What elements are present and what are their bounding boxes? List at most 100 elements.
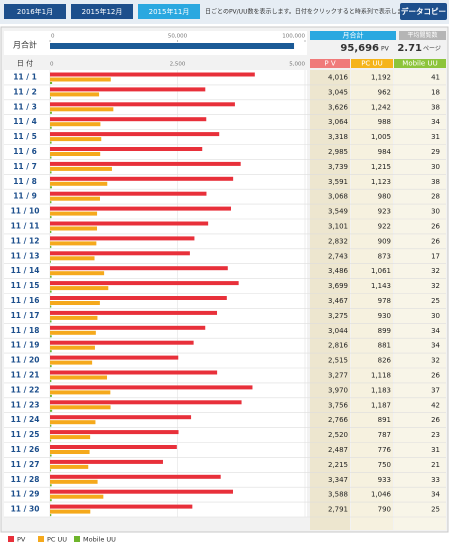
bar [50,499,52,502]
avg-header-bg [399,31,446,40]
date-label[interactable]: 11 / 24 [11,415,40,424]
date-label[interactable]: 11 / 23 [11,400,40,409]
bar [50,156,52,159]
bar [50,424,52,427]
x-tick-label: 5,000 [289,62,305,68]
cell-value: 3,064 [328,118,349,126]
cell-value: 30 [431,163,440,171]
date-label[interactable]: 11 / 26 [11,445,40,454]
date-label[interactable]: 11 / 5 [13,132,37,141]
month-label: 月合計 [13,40,37,50]
bar [50,504,193,509]
avg-value: 2.71 [397,43,422,54]
bar [50,345,95,350]
cell-value: 3,739 [328,163,348,171]
bar [50,400,242,405]
bar [50,231,52,233]
bar [50,360,93,365]
cell-value: 2,520 [328,431,348,439]
date-label[interactable]: 11 / 6 [13,147,37,156]
bar [50,469,52,472]
tab[interactable] [71,4,133,19]
date-label[interactable]: 11 / 18 [11,326,40,335]
month-unit: PV [381,46,390,53]
date-label[interactable]: 11 / 4 [13,117,37,126]
bar [50,494,104,499]
date-label[interactable]: 11 / 28 [11,475,40,484]
date-label[interactable]: 11 / 14 [11,266,40,275]
col-header-bg [351,59,393,68]
date-label[interactable]: 11 / 13 [11,251,40,260]
date-label[interactable]: 11 / 3 [13,102,37,111]
cell-value: 1,123 [371,178,391,186]
cell-value: 899 [378,327,391,335]
bar [50,394,52,397]
pv-col-bg [310,70,350,530]
bar [50,236,195,241]
date-label[interactable]: 11 / 10 [11,207,40,216]
bar [50,206,231,211]
copy-button-label[interactable]: データコピー [401,6,446,16]
tab-label[interactable]: 2015年12月 [82,7,123,16]
date-label[interactable]: 11 / 27 [11,460,40,469]
bar [50,350,52,353]
cell-value: 3,699 [328,282,348,290]
cell-value: 3,101 [328,222,348,230]
copy-button[interactable] [400,3,447,20]
date-label[interactable]: 11 / 22 [11,385,40,394]
cell-value: 28 [431,193,440,201]
cell-value: 984 [378,148,392,156]
date-label[interactable]: 11 / 12 [11,236,40,245]
cell-value: 776 [378,446,392,454]
date-label[interactable]: 11 / 16 [11,296,40,305]
bar [50,484,52,487]
tab-label[interactable]: 2015年11月 [149,7,190,16]
mobile-col-bg [394,70,446,530]
bar [50,137,102,142]
cell-value: 32 [431,357,440,365]
date-label[interactable]: 11 / 11 [11,221,40,230]
cell-value: 26 [431,222,440,230]
date-label[interactable]: 11 / 29 [11,490,40,499]
cell-value: 1,046 [371,491,392,499]
bar [50,335,52,338]
date-label[interactable]: 11 / 30 [11,505,40,514]
date-label[interactable]: 11 / 25 [11,430,40,439]
bar [50,290,52,293]
tab-active[interactable] [138,4,200,19]
tab-label[interactable]: 2016年1月 [17,7,53,16]
month-tick-label: 50,000 [168,34,188,40]
date-label[interactable]: 11 / 7 [13,162,37,171]
cell-value: 873 [378,252,391,260]
date-label[interactable]: 11 / 2 [13,87,37,96]
tab[interactable] [4,4,66,19]
bar [50,459,163,464]
bar [50,454,52,457]
cell-value: 29 [431,148,440,156]
date-header: 日 付 [17,59,33,68]
avg-unit: ページ [423,46,441,53]
bar [50,509,91,514]
x-tick-label: 2,500 [170,62,186,68]
x-tick-label: 0 [50,62,54,68]
date-label[interactable]: 11 / 17 [11,311,40,320]
cell-value: 25 [431,506,440,514]
bar [50,256,95,261]
date-label[interactable]: 11 / 9 [13,192,37,201]
cell-value: 32 [431,267,440,275]
bar [50,186,52,189]
bar [50,390,111,395]
date-label[interactable]: 11 / 19 [11,341,40,350]
col-header: Mobile UU [402,60,437,68]
date-label[interactable]: 11 / 21 [11,370,40,379]
legend-swatch [74,536,80,542]
bar [50,301,100,305]
bar [50,141,52,144]
date-label[interactable]: 11 / 8 [13,177,37,186]
bar [50,221,209,226]
date-label[interactable]: 11 / 20 [11,356,40,365]
date-label[interactable]: 11 / 15 [11,281,40,290]
date-label[interactable]: 11 / 1 [13,72,37,81]
bar [50,305,52,308]
bar [50,111,52,114]
